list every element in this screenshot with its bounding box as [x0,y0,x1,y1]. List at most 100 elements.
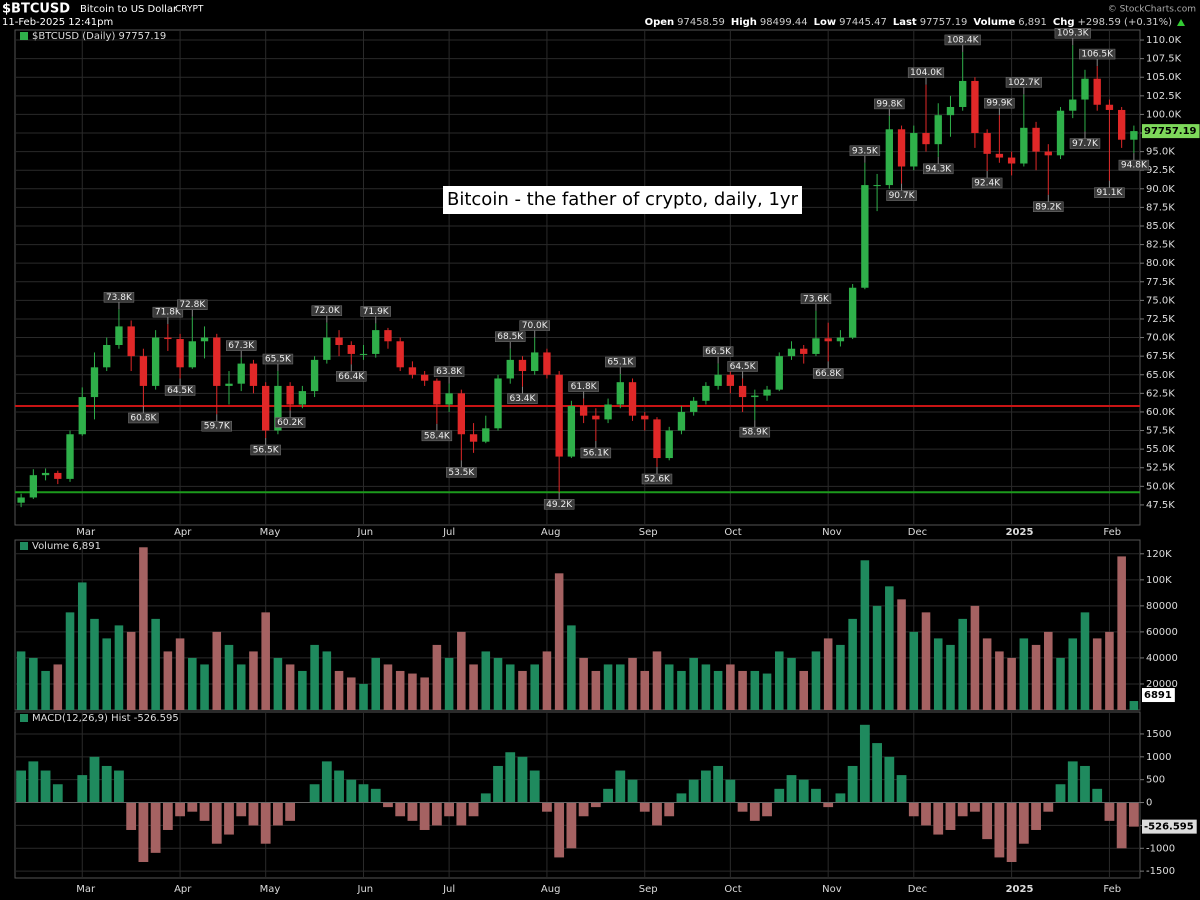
y-tick-label: 85.0K [1146,221,1175,232]
candle-body [1069,99,1077,111]
extreme-label-box [580,447,612,459]
volume-bar [860,560,870,710]
y-tick-label: -1000 [1146,843,1175,854]
legend-icon [20,32,28,40]
macd-bar [676,793,687,803]
y-tick-label: 77.5K [1146,277,1175,288]
candle-body [763,389,771,396]
macd-bar [945,802,956,830]
x-tick-label: Aug [541,527,561,538]
volume-bar [77,582,87,710]
extreme-label: 66.4K [338,372,365,382]
quote-value: 6,891 [1018,17,1047,28]
volume-bar [787,657,796,710]
volume-bar [897,599,906,710]
candle-body [188,341,196,368]
candle-body [604,404,612,420]
macd-bar [847,765,858,803]
volume-bar [346,677,356,710]
extreme-label: 59.7K [204,422,231,432]
extreme-label-box [944,34,981,46]
volume-bar [1068,638,1078,710]
candle-body [1093,78,1101,105]
macd-bar [786,775,797,803]
extreme-label-box [727,361,758,372]
extreme-label: 56.1K [583,448,610,458]
macd-bar [701,770,711,803]
volume-bar [188,657,197,710]
volume-bar [1129,701,1139,710]
exchange: CRYPT [175,5,204,15]
extreme-label: 70.0K [522,321,549,331]
candle-body [347,345,355,354]
x-tick-label: Apr [174,884,192,895]
volume-bar [713,670,723,710]
candle-body [335,337,343,345]
macd-bar [199,802,210,821]
extreme-label: 66.8K [815,369,842,379]
candle-body [384,330,392,342]
volume-bar [995,651,1004,710]
macd-bar [1031,802,1041,830]
macd-bar [933,802,944,835]
panel [14,711,1141,879]
candle-body [812,338,820,354]
volume-bar [139,547,148,710]
extreme-label-box [1118,159,1150,171]
y-tick-label: 95.0K [1146,147,1175,158]
macd-bar [590,802,601,808]
candle-body [249,363,258,386]
volume-bar [114,625,124,710]
extreme-label: 89.2K [1035,202,1062,212]
macd-bar [395,802,406,817]
extreme-label: 61.8K [571,382,598,392]
candle-body [543,352,551,375]
extreme-label-box [739,426,771,438]
extreme-label-box [641,473,673,485]
y-tick-label: 55.0K [1146,444,1175,455]
candle-body [482,428,490,442]
macd-bar [664,802,675,817]
quote: Open 97458.59 High 98499.44 Low 97445.47 Last 9… [645,17,1173,28]
candle-body [971,80,979,134]
candle-body [420,374,429,381]
volume-bar [970,605,980,710]
macd-bar [1128,802,1139,827]
macd-bar [419,802,430,830]
candle-body [579,405,588,416]
y-tick-label: 1500 [1146,729,1171,740]
extreme-label-box [907,67,945,78]
extreme-label-box [1054,27,1091,39]
extreme-label-box [519,320,550,331]
extreme-label-box [1033,201,1064,213]
volume-bar [298,670,307,710]
macd-bar [383,802,393,808]
candle-body [127,326,135,357]
extreme-label: 109.3K [1057,29,1090,39]
volume-bar [982,638,992,710]
macd-bar [138,802,149,862]
volume-bar [200,664,209,710]
macd-bar [40,770,51,803]
candle-body [824,338,832,342]
macd-bar [28,761,39,803]
macd-bar [1043,802,1054,812]
candle-body [910,133,918,167]
quote-label: Open [645,17,675,28]
volume-bar [420,677,429,710]
candle-body [298,391,307,405]
volume-bar [41,670,50,710]
macd-bar [921,802,931,826]
panel [14,29,1141,526]
candle-body [641,415,649,420]
candle-body [78,397,86,435]
y-tick-label: 67.5K [1146,351,1175,362]
volume-bar [664,664,674,710]
extreme-label: 99.9K [986,99,1013,109]
volume-bar [469,664,478,710]
extreme-label: 64.5K [730,362,757,372]
y-tick-label: 50.0K [1146,481,1175,492]
macd-bar [358,784,369,803]
y-tick-label: -1500 [1146,866,1175,877]
macd-bar [688,779,699,803]
